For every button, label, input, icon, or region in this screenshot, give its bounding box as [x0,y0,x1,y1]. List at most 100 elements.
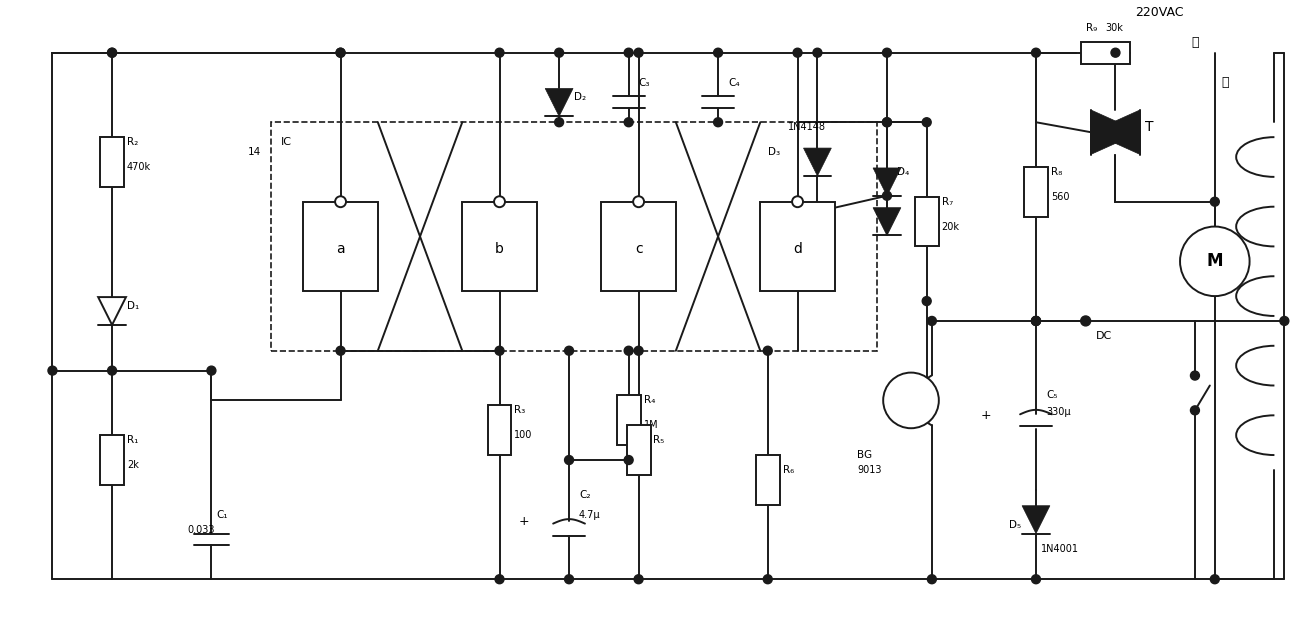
Circle shape [1280,317,1289,325]
Bar [101,435,124,485]
Text: c: c [635,243,643,256]
Polygon shape [1090,110,1140,154]
Text: +: + [519,515,529,528]
Circle shape [1210,575,1219,583]
Circle shape [882,49,891,57]
Circle shape [928,575,936,583]
Text: 220VAC: 220VAC [1136,6,1184,19]
Circle shape [884,373,938,428]
Circle shape [793,49,802,57]
Text: 0.033: 0.033 [188,524,216,534]
Circle shape [882,192,891,200]
Text: 4.7μ: 4.7μ [579,509,601,519]
Text: C₃: C₃ [639,78,650,88]
Circle shape [923,297,931,305]
Text: D₃: D₃ [767,147,780,157]
Polygon shape [98,297,125,325]
Circle shape [336,49,345,57]
Bar [761,202,835,291]
Circle shape [495,346,505,355]
Bar [463,202,537,291]
Circle shape [1111,49,1120,57]
Text: BG: BG [857,450,872,460]
Text: 零: 零 [1191,36,1199,49]
Text: 1N4001: 1N4001 [1040,544,1080,554]
Circle shape [625,49,633,57]
Circle shape [625,455,633,465]
Circle shape [495,575,505,583]
Circle shape [336,346,345,355]
Bar [626,425,651,475]
Circle shape [107,366,116,375]
Text: R₅: R₅ [654,435,665,445]
Circle shape [634,49,643,57]
Polygon shape [1022,506,1050,534]
Circle shape [763,575,772,583]
Text: R₉: R₉ [1086,23,1097,33]
Text: R₇: R₇ [941,197,953,207]
Text: DC: DC [1095,331,1112,341]
Text: D₄: D₄ [897,167,910,177]
Circle shape [714,118,723,127]
Circle shape [1031,49,1040,57]
Text: 火: 火 [1221,76,1229,89]
Text: +: + [982,409,992,422]
Circle shape [554,118,563,127]
Circle shape [634,346,643,355]
Circle shape [882,118,891,127]
Bar [617,396,640,445]
Text: M: M [1206,253,1223,271]
Circle shape [882,118,891,127]
Text: C₄: C₄ [728,78,740,88]
Polygon shape [1090,110,1140,154]
Bar [601,202,676,291]
Text: 470k: 470k [127,162,152,172]
Circle shape [494,197,505,207]
Bar [488,406,511,455]
Text: R₃: R₃ [515,406,525,415]
Text: a: a [336,243,345,256]
Circle shape [1031,317,1040,325]
Text: 100: 100 [515,430,533,440]
Circle shape [625,346,633,355]
Circle shape [554,49,563,57]
Circle shape [495,49,505,57]
Polygon shape [804,148,831,176]
Bar [755,455,780,504]
Circle shape [336,49,345,57]
Circle shape [107,49,116,57]
Circle shape [714,49,723,57]
Text: C₅: C₅ [1046,391,1057,401]
Circle shape [1031,575,1040,583]
Circle shape [48,366,58,375]
Bar [1025,167,1048,216]
Circle shape [633,197,644,207]
Text: T: T [1145,120,1154,134]
Circle shape [928,317,936,325]
Text: 2k: 2k [127,460,139,470]
Circle shape [565,346,574,355]
Bar [915,197,938,246]
Circle shape [1031,317,1040,325]
Text: R₁: R₁ [127,435,139,445]
Circle shape [565,455,574,465]
Circle shape [1210,197,1219,206]
Polygon shape [873,208,901,236]
Text: 20k: 20k [941,221,959,231]
Text: 30k: 30k [1106,23,1124,33]
Circle shape [923,118,931,127]
Text: C₁: C₁ [217,509,227,519]
Text: 1M: 1M [643,420,659,430]
Text: 330μ: 330μ [1046,407,1070,417]
Text: D₅: D₅ [1009,519,1021,529]
Bar [101,137,124,187]
Circle shape [207,366,216,375]
Circle shape [792,197,802,207]
Text: 9013: 9013 [857,465,882,475]
Text: R₄: R₄ [643,396,655,406]
Text: d: d [793,243,802,256]
Circle shape [763,346,772,355]
Circle shape [1191,371,1200,380]
Circle shape [107,49,116,57]
Circle shape [625,118,633,127]
